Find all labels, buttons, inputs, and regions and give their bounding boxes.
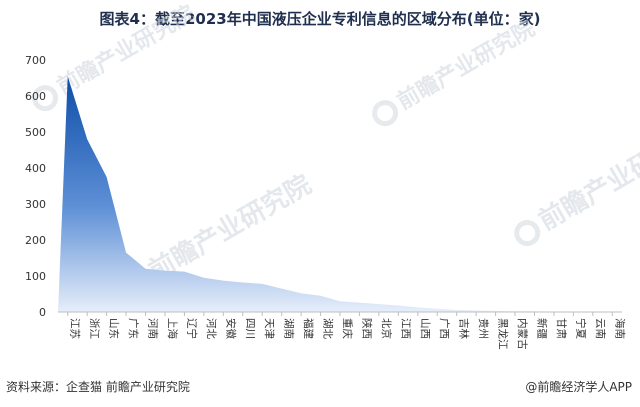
x-tick-label: 吉林	[458, 318, 471, 339]
y-tick-label: 600	[25, 90, 46, 103]
x-tick-label: 新疆	[535, 318, 548, 339]
x-tick-label: 江苏	[69, 318, 82, 339]
x-tick-label: 重庆	[341, 318, 354, 339]
y-tick-label: 300	[25, 198, 46, 211]
x-tick-label: 浙江	[88, 318, 100, 339]
x-tick-label: 海南	[613, 318, 626, 339]
x-tick-label: 宁夏	[574, 318, 587, 339]
x-tick-label: 甘肃	[555, 318, 568, 339]
x-tick-label: 湖北	[322, 318, 334, 339]
x-tick-label: 云南	[594, 318, 607, 339]
x-tick-label: 黑龙江	[497, 318, 510, 350]
x-tick-label: 贵州	[477, 318, 490, 339]
source-note: 资料来源：企查猫 前瞻产业研究院	[6, 380, 190, 394]
x-tick-label: 河南	[147, 318, 160, 339]
x-tick-label: 山西	[419, 318, 431, 339]
x-tick-label: 四川	[244, 318, 256, 339]
x-tick-label: 辽宁	[185, 318, 198, 339]
x-tick-label: 福建	[302, 318, 315, 339]
x-tick-label: 北京	[380, 318, 393, 339]
x-tick-label: 天津	[263, 318, 275, 339]
x-tick-label: 陕西	[360, 318, 373, 339]
y-tick-label: 400	[25, 162, 46, 175]
x-tick-label: 湖南	[283, 318, 296, 339]
x-tick-label: 广东	[127, 318, 140, 339]
chart-title: 图表4：截至2023年中国液压企业专利信息的区域分布(单位：家)	[99, 10, 541, 28]
y-tick-label: 200	[25, 234, 46, 247]
x-tick-label: 山东	[108, 318, 121, 339]
x-tick-label: 内蒙古	[516, 318, 529, 350]
x-tick-label: 安徽	[224, 318, 237, 339]
x-tick-label: 上海	[166, 318, 179, 339]
x-tick-label: 江西	[399, 318, 411, 339]
x-tick-label: 广西	[438, 318, 450, 339]
brand-label: @前瞻经济学人APP	[525, 380, 632, 394]
y-tick-label: 700	[25, 54, 46, 67]
area-series	[58, 76, 622, 312]
y-tick-label: 0	[39, 306, 46, 319]
y-tick-label: 100	[25, 270, 46, 283]
x-tick-label: 河北	[205, 318, 217, 339]
y-tick-label: 500	[25, 126, 46, 139]
